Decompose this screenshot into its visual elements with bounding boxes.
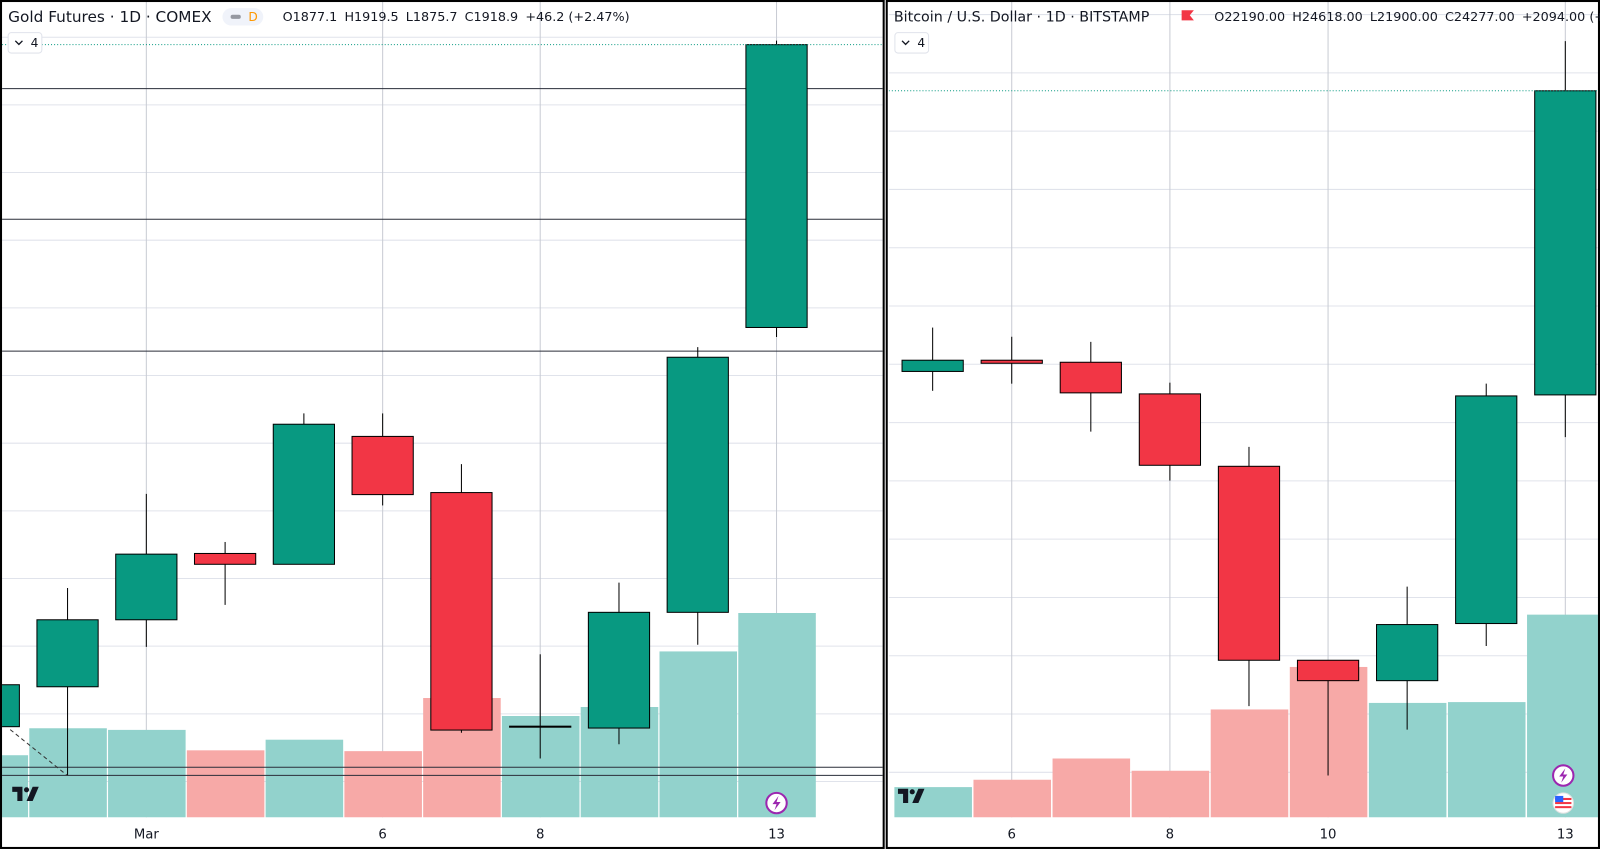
volume-bar	[344, 751, 422, 818]
volume-bar	[2, 755, 29, 818]
lightning-icon[interactable]	[1552, 764, 1575, 787]
x-tick-label: 13	[768, 828, 785, 843]
candle-body	[587, 611, 651, 729]
ohlc-value: +2094.00 (+9.4	[1522, 10, 1600, 25]
time-axes: Mar 6 8 13 6 8 10 13	[134, 828, 1574, 843]
volume-bar	[738, 613, 816, 818]
panel-frame	[0, 0, 885, 849]
candle-body	[980, 359, 1043, 364]
candle-body	[666, 356, 729, 613]
volume-bar	[1052, 758, 1131, 818]
panel-frame	[885, 0, 1600, 849]
candle-body	[1296, 659, 1360, 682]
candle-body	[272, 423, 335, 565]
gold-panel	[2, 2, 883, 818]
candle-body	[1455, 395, 1518, 625]
ohlc-value: H1919.5	[344, 10, 398, 25]
candle-body	[509, 725, 572, 728]
candle-body	[901, 359, 964, 372]
candle-body	[1059, 361, 1122, 394]
candle-body	[1534, 90, 1597, 396]
indicator-count: 4	[31, 36, 39, 50]
x-tick-label: 6	[378, 828, 386, 843]
ohlc-value: L21900.00	[1370, 10, 1438, 25]
lightning-icon[interactable]	[765, 791, 788, 815]
chevron-icon	[901, 40, 910, 46]
candle-body	[115, 553, 178, 621]
candle-body	[1376, 624, 1439, 682]
ohlc-value: C1918.9	[465, 10, 519, 25]
symbol-title[interactable]: Gold Futures · 1D · COMEX	[8, 8, 211, 26]
candle-body	[745, 44, 808, 328]
candle-body	[430, 492, 493, 731]
badge-dash	[230, 14, 241, 19]
volume-bar	[186, 750, 265, 818]
ohlc-value: O22190.00	[1214, 10, 1285, 25]
trend-line-drawing	[9, 729, 68, 776]
candle-body	[2, 684, 20, 728]
market-status-badge[interactable]	[222, 8, 264, 26]
volume-bar	[973, 779, 1052, 818]
volume-bar	[108, 729, 186, 818]
candle-body	[1138, 393, 1202, 466]
bitcoin-panel	[888, 2, 1598, 818]
volume-bar	[1131, 770, 1210, 818]
candle-body	[1217, 465, 1281, 661]
ohlc-value: +46.2 (+2.47%)	[525, 10, 629, 25]
indicator-toggle[interactable]	[7, 32, 43, 54]
x-tick-label: 13	[1557, 828, 1574, 843]
ohlc-value: O1877.1	[283, 10, 338, 25]
ohlc-value: H24618.00	[1292, 10, 1362, 25]
tradingview-logo[interactable]	[12, 786, 39, 802]
ohlc-value: L1875.7	[406, 10, 458, 25]
indicator-toggle[interactable]	[894, 32, 930, 54]
tradingview-logo[interactable]	[897, 788, 925, 804]
flag-icon[interactable]	[1181, 10, 1194, 21]
volume-bar	[29, 728, 107, 818]
x-tick-label: 8	[1166, 828, 1174, 843]
volume-bar	[659, 651, 738, 818]
headers: Gold Futures · 1D · COMEX D O1877.1 H1919.5…	[7, 8, 1600, 54]
x-tick-label: 10	[1320, 828, 1337, 843]
volume-bar	[1447, 702, 1526, 818]
candle-body	[36, 619, 99, 688]
x-tick-label: 6	[1008, 828, 1016, 843]
country-flag-icon[interactable]	[1552, 792, 1574, 814]
indicator-count: 4	[917, 36, 925, 50]
chevron-icon	[14, 40, 23, 46]
volume-bar	[265, 739, 344, 818]
x-tick-label: Mar	[134, 828, 160, 843]
candle-body	[351, 435, 414, 496]
volume-bar	[1210, 709, 1289, 818]
candle-body	[193, 552, 257, 565]
volume-bar	[1527, 614, 1598, 818]
x-tick-label: 8	[536, 828, 544, 843]
badge-label: D	[248, 10, 257, 24]
symbol-title[interactable]: Bitcoin / U.S. Dollar · 1D · BITSTAMP	[894, 9, 1150, 25]
ohlc-value: C24277.00	[1445, 10, 1515, 25]
